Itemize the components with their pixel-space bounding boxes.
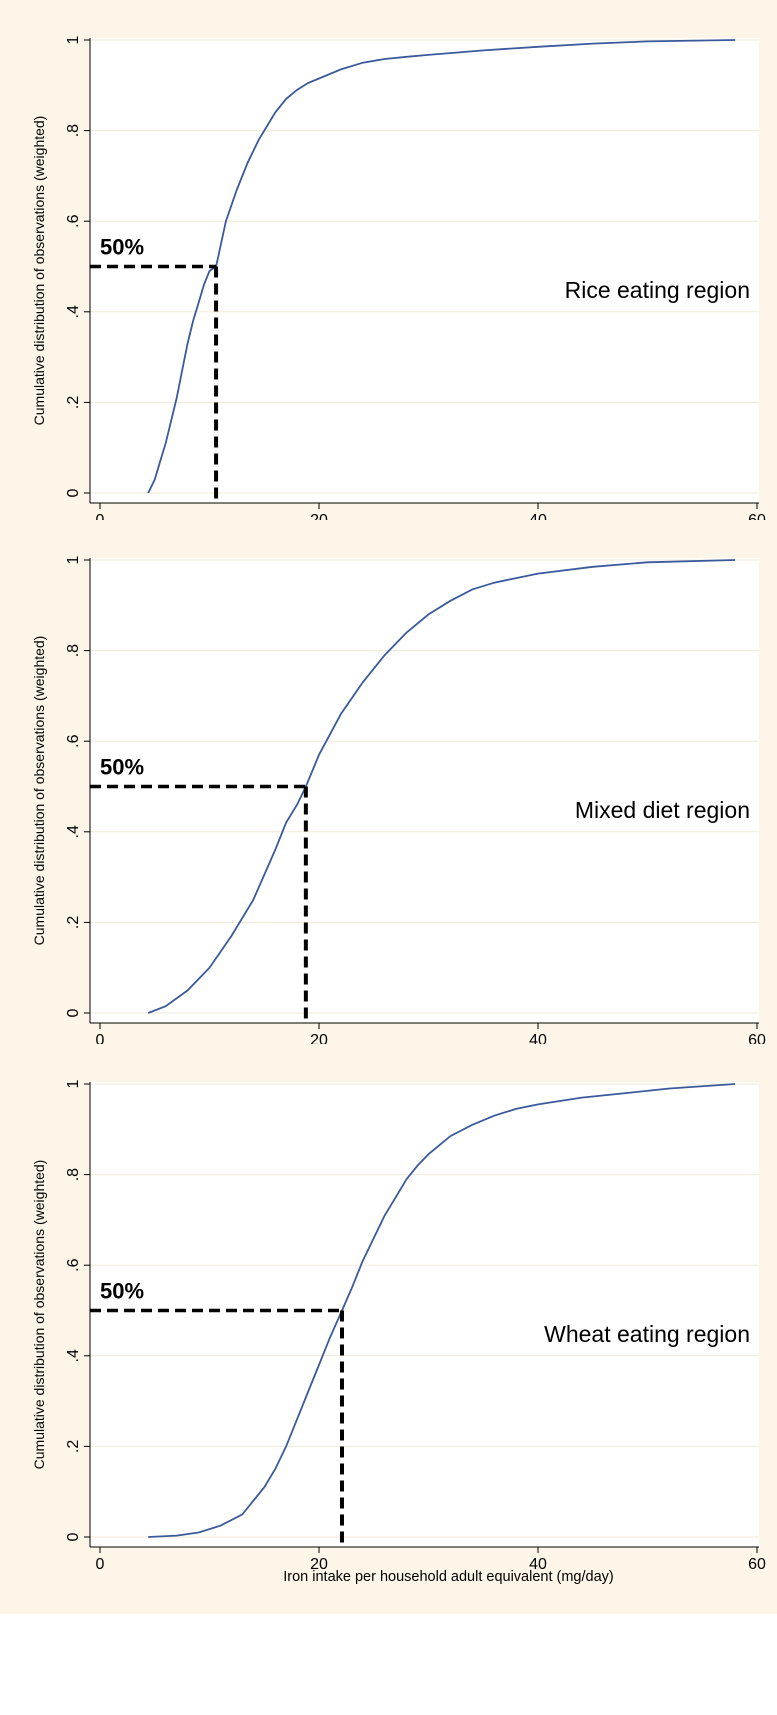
plot-area [90, 38, 759, 503]
y-tick-label: 0 [65, 1008, 82, 1017]
cdf-line [147, 39, 736, 494]
region-label: Wheat eating region [544, 1321, 750, 1347]
y-axis-label: Cumulative distribution of observations … [31, 1160, 47, 1470]
y-tick-label: .6 [65, 734, 82, 747]
x-tick-label: 40 [529, 1556, 547, 1573]
y-tick-label: .2 [65, 396, 82, 409]
y-tick-label: .2 [65, 916, 82, 929]
y-tick-label: .6 [65, 214, 82, 227]
x-tick-label: 0 [96, 1556, 105, 1573]
y-tick-label: 1 [65, 555, 82, 564]
y-tick-label: .4 [65, 1349, 82, 1362]
y-axis-label: Cumulative distribution of observations … [31, 636, 47, 946]
plot-area [90, 1082, 759, 1547]
median-label: 50% [100, 235, 144, 260]
y-tick-label: 0 [65, 1532, 82, 1541]
x-axis-label: Iron intake per household adult equivale… [283, 1569, 613, 1585]
x-tick-label: 20 [310, 1556, 328, 1573]
y-tick-label: .2 [65, 1440, 82, 1453]
y-tick-label: 0 [65, 488, 82, 497]
y-tick-label: .4 [65, 825, 82, 838]
y-tick-label: .8 [65, 644, 82, 657]
region-label: Mixed diet region [575, 797, 750, 823]
region-label: Rice eating region [565, 277, 750, 303]
y-tick-label: .6 [65, 1258, 82, 1271]
cdf-line [147, 559, 736, 1014]
y-tick-label: 1 [65, 1079, 82, 1088]
x-tick-label: 0 [96, 1032, 105, 1049]
median-label: 50% [100, 755, 144, 780]
y-tick-label: 1 [65, 35, 82, 44]
y-tick-label: .8 [65, 124, 82, 137]
x-tick-label: 60 [748, 1556, 766, 1573]
median-label: 50% [100, 1279, 144, 1304]
y-axis-label: Cumulative distribution of observations … [31, 116, 47, 426]
cdf-line [148, 1083, 736, 1538]
chart-svg: 0 .2 .4 .6 .8 1 0 20 40 60 Iron intake per househo… [0, 1044, 777, 1614]
plot-area [90, 558, 759, 1023]
y-tick-label: .8 [65, 1168, 82, 1181]
wheat-region-chart: 0 .2 .4 .6 .8 1 0 20 40 60 Iron intake per househo… [0, 1044, 777, 1614]
y-tick-label: .4 [65, 305, 82, 318]
